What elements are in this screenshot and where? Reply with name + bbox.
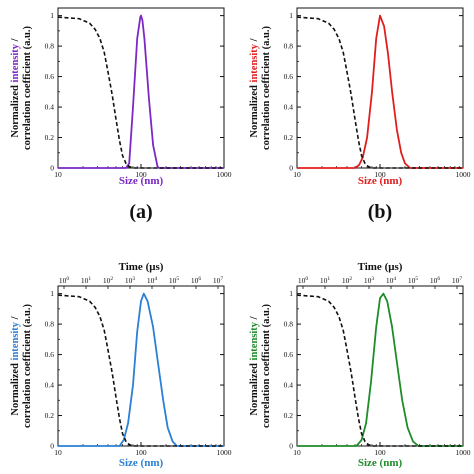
- series-correlation: [296, 294, 463, 447]
- x-tick-label: 100: [374, 170, 386, 179]
- top-tick-label: 102: [342, 276, 353, 285]
- y-tick-label: 0.4: [284, 103, 294, 112]
- y-tick-label: 0.8: [45, 320, 55, 329]
- top-tick-label: 100: [298, 276, 309, 285]
- panel-label: (a): [129, 201, 152, 223]
- y-tick-label: 0.6: [45, 350, 55, 359]
- y-tick-label: 1: [289, 289, 293, 298]
- x-tick-label: 10: [293, 170, 301, 179]
- series-correlation: [57, 294, 224, 447]
- top-tick-label: 105: [169, 276, 180, 285]
- y-tick-label: 0: [289, 164, 293, 173]
- y-tick-label: 0.8: [284, 42, 294, 51]
- y-tick-label: 0.4: [284, 381, 294, 390]
- y-axis-title-line1: Normalized intensity /: [10, 315, 21, 415]
- x-tick-label: 10: [54, 448, 62, 457]
- y-axis-title-line2: correlation coefficient (a.u.): [22, 303, 33, 428]
- plot-frame: [296, 7, 464, 169]
- y-tick-label: 1: [50, 11, 54, 20]
- series-intensity: [297, 14, 463, 169]
- y-tick-label: 0.8: [284, 320, 294, 329]
- y-axis-title-line1: Normalized intensity /: [249, 37, 260, 137]
- series-intensity: [297, 292, 463, 447]
- x-axis-title: Size (nm): [358, 457, 403, 469]
- top-tick-label: 106: [430, 276, 441, 285]
- y-tick-label: 0: [50, 164, 54, 173]
- x-tick-label: 1000: [217, 448, 232, 457]
- series-intensity: [58, 14, 224, 169]
- x-tick-label: 100: [135, 170, 147, 179]
- y-tick-label: 0.2: [45, 133, 55, 142]
- top-tick-label: 105: [408, 276, 419, 285]
- x-axis-title: Size (nm): [119, 457, 164, 469]
- x-tick-label: 10: [54, 170, 62, 179]
- x-tick-label: 1000: [217, 170, 232, 179]
- y-tick-label: 0.4: [45, 381, 55, 390]
- x-axis-title: Size (nm): [119, 175, 164, 187]
- x-tick-label: 10: [293, 448, 301, 457]
- top-tick-label: 101: [81, 276, 92, 285]
- y-axis-title-line1: Normalized intensity /: [249, 315, 260, 415]
- top-tick-label: 103: [125, 276, 136, 285]
- top-tick-label: 100: [59, 276, 70, 285]
- y-tick-label: 0: [50, 442, 54, 451]
- y-tick-label: 0.6: [284, 72, 294, 81]
- plot-frame: [57, 285, 225, 447]
- top-axis-title: Time (μs): [119, 261, 164, 273]
- y-tick-label: 0.2: [45, 411, 55, 420]
- y-tick-label: 0: [289, 442, 293, 451]
- top-tick-label: 103: [364, 276, 375, 285]
- plot-frame: [296, 285, 464, 447]
- x-axis-title: Size (nm): [358, 175, 403, 187]
- top-tick-label: 102: [103, 276, 114, 285]
- chart-panel-c: 0 0.2 0.4 0.6 0.8 1 10 100 1000 100 101 102 103 104 10…: [10, 261, 232, 469]
- panel-label: (b): [368, 201, 392, 223]
- y-axis-title-line2: correlation coefficient (a.u.): [22, 25, 33, 150]
- chart-panel-d: 0 0.2 0.4 0.6 0.8 1 10 100 1000 100 101 102 103 104 10…: [249, 261, 471, 469]
- top-tick-label: 101: [320, 276, 331, 285]
- y-tick-label: 1: [50, 289, 54, 298]
- x-tick-label: 1000: [456, 448, 471, 457]
- top-tick-label: 107: [452, 276, 463, 285]
- series-correlation: [57, 16, 224, 169]
- y-tick-label: 0.8: [45, 42, 55, 51]
- y-tick-label: 0.4: [45, 103, 55, 112]
- top-tick-label: 107: [213, 276, 224, 285]
- series-correlation: [296, 16, 463, 169]
- top-tick-label: 104: [386, 276, 397, 285]
- top-axis-title: Time (μs): [358, 261, 403, 273]
- series-intensity: [58, 292, 224, 447]
- chart-panel-a: 0 0.2 0.4 0.6 0.8 1 10 100 1000 Size (nm) Normaliz…: [10, 7, 232, 223]
- x-tick-label: 1000: [456, 170, 471, 179]
- y-axis-title-line2: correlation coefficient (a.u.): [261, 25, 272, 150]
- x-tick-label: 100: [374, 448, 386, 457]
- y-tick-label: 0.2: [284, 133, 294, 142]
- y-axis-title-line1: Normalized intensity /: [10, 37, 21, 137]
- top-tick-label: 104: [147, 276, 158, 285]
- y-tick-label: 0.6: [45, 72, 55, 81]
- y-tick-label: 0.2: [284, 411, 294, 420]
- chart-panel-b: 0 0.2 0.4 0.6 0.8 1 10 100 1000 Size (nm) Normaliz…: [249, 7, 471, 223]
- y-tick-label: 0.6: [284, 350, 294, 359]
- plot-frame: [57, 7, 225, 169]
- x-tick-label: 100: [135, 448, 147, 457]
- y-axis-title-line2: correlation coefficient (a.u.): [261, 303, 272, 428]
- y-tick-label: 1: [289, 11, 293, 20]
- top-tick-label: 106: [191, 276, 202, 285]
